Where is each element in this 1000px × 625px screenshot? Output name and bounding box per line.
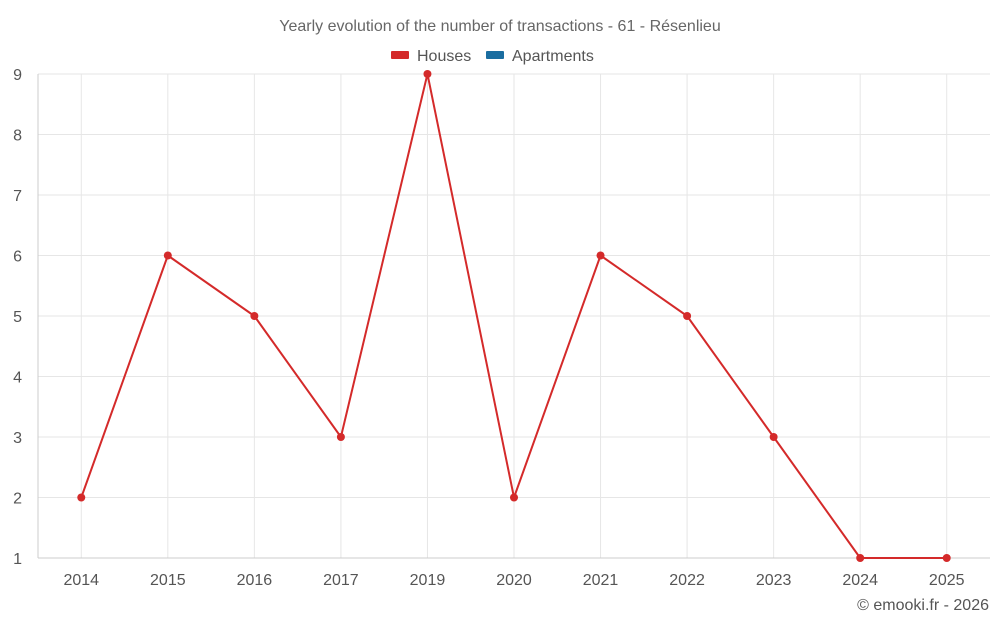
chart-title: Yearly evolution of the number of transa… [279,18,720,35]
y-tick-label: 4 [13,370,22,387]
y-tick-label: 1 [13,551,22,568]
plot-series [77,70,951,562]
data-point-houses[interactable] [942,554,951,562]
x-tick-label: 2019 [410,572,446,589]
y-tick-label: 5 [13,309,22,326]
legend-label-apartments: Apartments [512,48,594,65]
x-tick-label: 2014 [63,572,99,589]
data-point-houses[interactable] [336,433,345,441]
data-point-houses[interactable] [596,251,605,260]
x-tick-label: 2022 [669,572,705,589]
x-axis: 2014 2015 2016 2017 2019 2020 2021 2022 2023 2024… [38,557,990,589]
y-tick-label: 9 [13,67,22,84]
y-tick-label: 3 [13,430,22,447]
data-point-houses[interactable] [856,554,865,562]
x-tick-label: 2015 [150,572,186,589]
legend-item-apartments[interactable]: Apartments [486,48,594,65]
y-tick-label: 2 [13,491,22,508]
data-point-houses[interactable] [423,70,432,78]
y-tick-label: 7 [13,188,22,205]
y-tick-label: 6 [13,249,22,266]
legend: Houses Apartments [391,48,594,65]
data-point-houses[interactable] [510,493,518,502]
y-tick-label: 8 [13,128,22,145]
x-tick-label: 2021 [583,572,619,589]
data-point-houses[interactable] [77,493,86,502]
legend-swatch-houses [391,51,409,59]
x-tick-label: 2016 [237,572,273,589]
data-point-houses[interactable] [769,433,778,441]
x-tick-label: 2023 [756,572,792,589]
x-tick-label: 2020 [496,572,532,589]
legend-label-houses: Houses [417,48,471,65]
x-tick-label: 2017 [323,572,359,589]
y-axis: 1 2 3 4 5 6 7 8 9 [13,67,39,568]
grid [38,73,990,558]
legend-swatch-apartments [486,51,504,59]
x-tick-label: 2024 [842,572,878,589]
data-point-houses[interactable] [250,312,259,320]
credit-text: © emooki.fr - 2026 [857,597,989,614]
data-point-houses[interactable] [683,312,692,320]
x-tick-label: 2025 [929,572,965,589]
legend-item-houses[interactable]: Houses [391,48,471,65]
data-point-houses[interactable] [163,251,172,260]
